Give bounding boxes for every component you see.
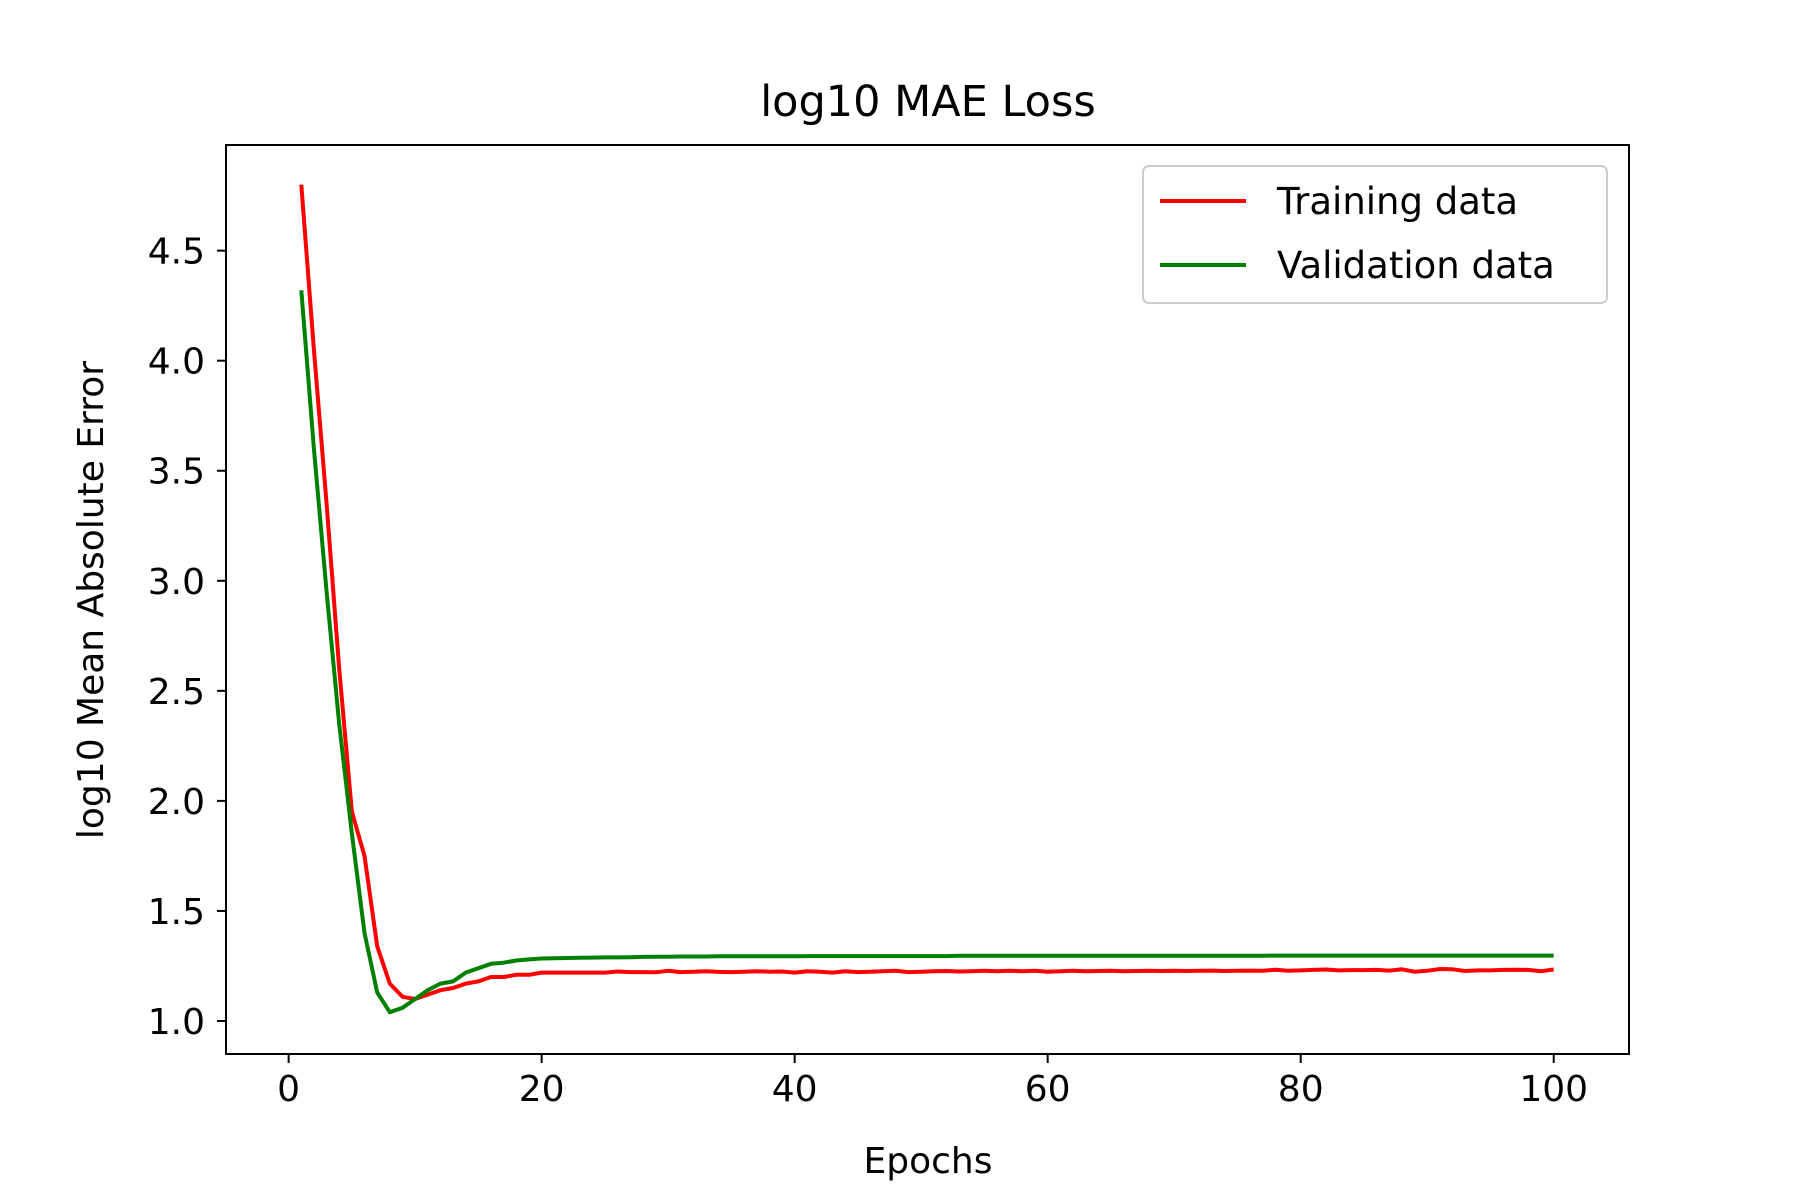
y-tick-label: 1.5 [148, 892, 205, 933]
x-axis-label: Epochs [864, 1141, 993, 1182]
plot-area [299, 184, 1554, 1015]
series-line-training [299, 184, 1554, 1001]
axes-frame [225, 144, 1630, 1055]
series-line-validation [299, 290, 1554, 1015]
legend-label-validation: Validation data [1277, 244, 1555, 287]
y-tick-label: 1.0 [148, 1002, 205, 1043]
y-tick-label: 4.0 [148, 342, 205, 383]
legend: Training data Validation data [1142, 165, 1608, 304]
chart-title: log10 MAE Loss [760, 77, 1096, 127]
y-axis-label: log10 Mean Absolute Error [71, 361, 112, 839]
y-tick-label: 3.5 [148, 452, 205, 493]
x-tick-label: 40 [772, 1069, 818, 1110]
y-tick-label: 2.0 [148, 782, 205, 823]
x-tick-label: 60 [1025, 1069, 1071, 1110]
x-axis: 0 20 40 60 80 100 [277, 1054, 1588, 1110]
x-tick-label: 0 [277, 1069, 300, 1110]
x-tick-label: 80 [1278, 1069, 1324, 1110]
x-tick-label: 20 [519, 1069, 565, 1110]
x-tick-label: 100 [1519, 1069, 1588, 1110]
y-tick-label: 2.5 [148, 672, 205, 713]
y-tick-label: 4.5 [148, 232, 205, 273]
y-axis: 1.0 1.5 2.0 2.5 3.0 3.5 4.0 4.5 [148, 232, 226, 1043]
y-tick-label: 3.0 [148, 562, 205, 603]
legend-box [1142, 165, 1608, 304]
legend-label-training: Training data [1276, 180, 1518, 223]
